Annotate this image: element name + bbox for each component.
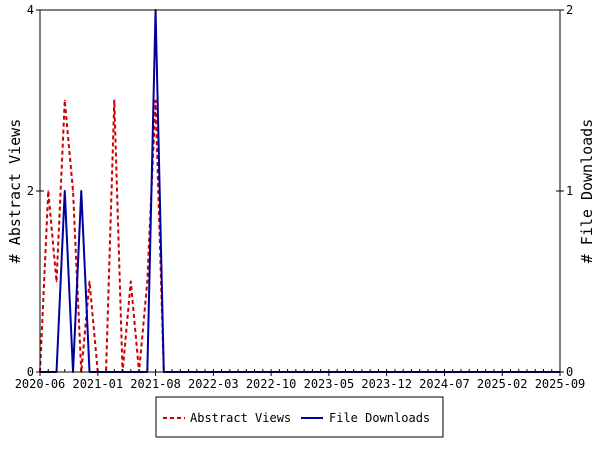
x-tick-label: 2021-08 (130, 377, 181, 391)
y-right-tick-label: 2 (566, 3, 573, 17)
y-left-tick-label: 2 (27, 184, 34, 198)
data-point-abstract-views (63, 99, 66, 102)
data-point-file-downloads (80, 190, 83, 192)
x-tick-label: 2025-02 (477, 377, 528, 391)
data-point-file-downloads (63, 190, 66, 192)
y-right-tick-label: 0 (566, 365, 573, 379)
data-point-abstract-views (72, 190, 74, 192)
data-point-abstract-views (55, 280, 58, 283)
x-tick-label: 2022-10 (246, 377, 297, 391)
data-point-abstract-views (113, 99, 116, 102)
x-tick-label: 2023-05 (304, 377, 355, 391)
legend: Abstract Views File Downloads (155, 396, 444, 438)
x-tick-label: 2020-06 (15, 377, 66, 391)
y-right-tick-label: 1 (566, 184, 573, 198)
data-point-abstract-views (154, 99, 157, 102)
y-left-tick-label: 4 (27, 3, 34, 17)
y-right-axis-title: # File Downloads (578, 119, 596, 264)
data-point-abstract-views (146, 280, 149, 283)
legend-label-abstract-views: Abstract Views (190, 411, 291, 425)
x-tick-label: 2023-12 (361, 377, 412, 391)
x-tick-label: 2024-07 (419, 377, 470, 391)
data-point-abstract-views (47, 190, 50, 192)
x-tick-label: 2022-03 (188, 377, 239, 391)
y-left-tick-label: 0 (27, 365, 34, 379)
data-point-abstract-views (129, 280, 132, 283)
data-point-abstract-views (88, 280, 91, 283)
y-left-axis-title: # Abstract Views (6, 119, 24, 264)
x-tick-label: 2021-01 (72, 377, 123, 391)
legend-label-file-downloads: File Downloads (329, 411, 430, 425)
x-tick-label: 2025-09 (535, 377, 586, 391)
series-line-abstract-views (39, 99, 560, 373)
legend-box (155, 396, 444, 438)
